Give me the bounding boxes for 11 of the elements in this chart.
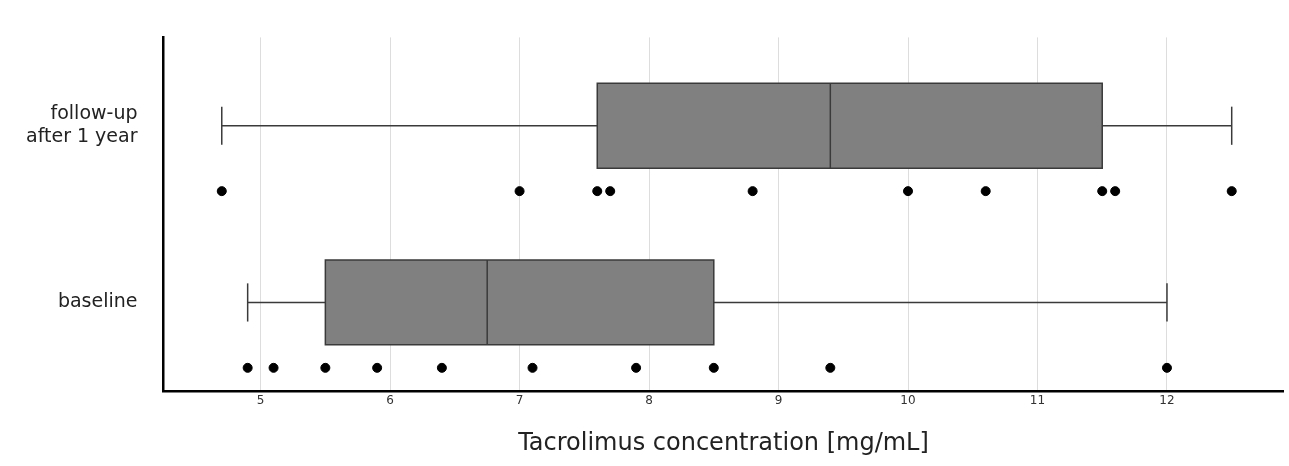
x-tick-label: 7	[515, 393, 524, 408]
x-tick-label: 12	[1159, 393, 1175, 408]
y-tick-label: baseline	[57, 289, 138, 312]
x-axis-title: Tacrolimus concentration [mg/mL]	[517, 427, 929, 456]
x-tick-label: 5	[256, 393, 265, 408]
x-tick-label: 8	[645, 393, 653, 408]
x-tick-label: 11	[1029, 393, 1046, 408]
x-tick-label: 10	[900, 393, 916, 408]
y-tick-label: follow-up after 1 year	[25, 101, 138, 147]
x-tick-label: 9	[774, 393, 783, 408]
x-tick-label: 6	[386, 393, 394, 408]
